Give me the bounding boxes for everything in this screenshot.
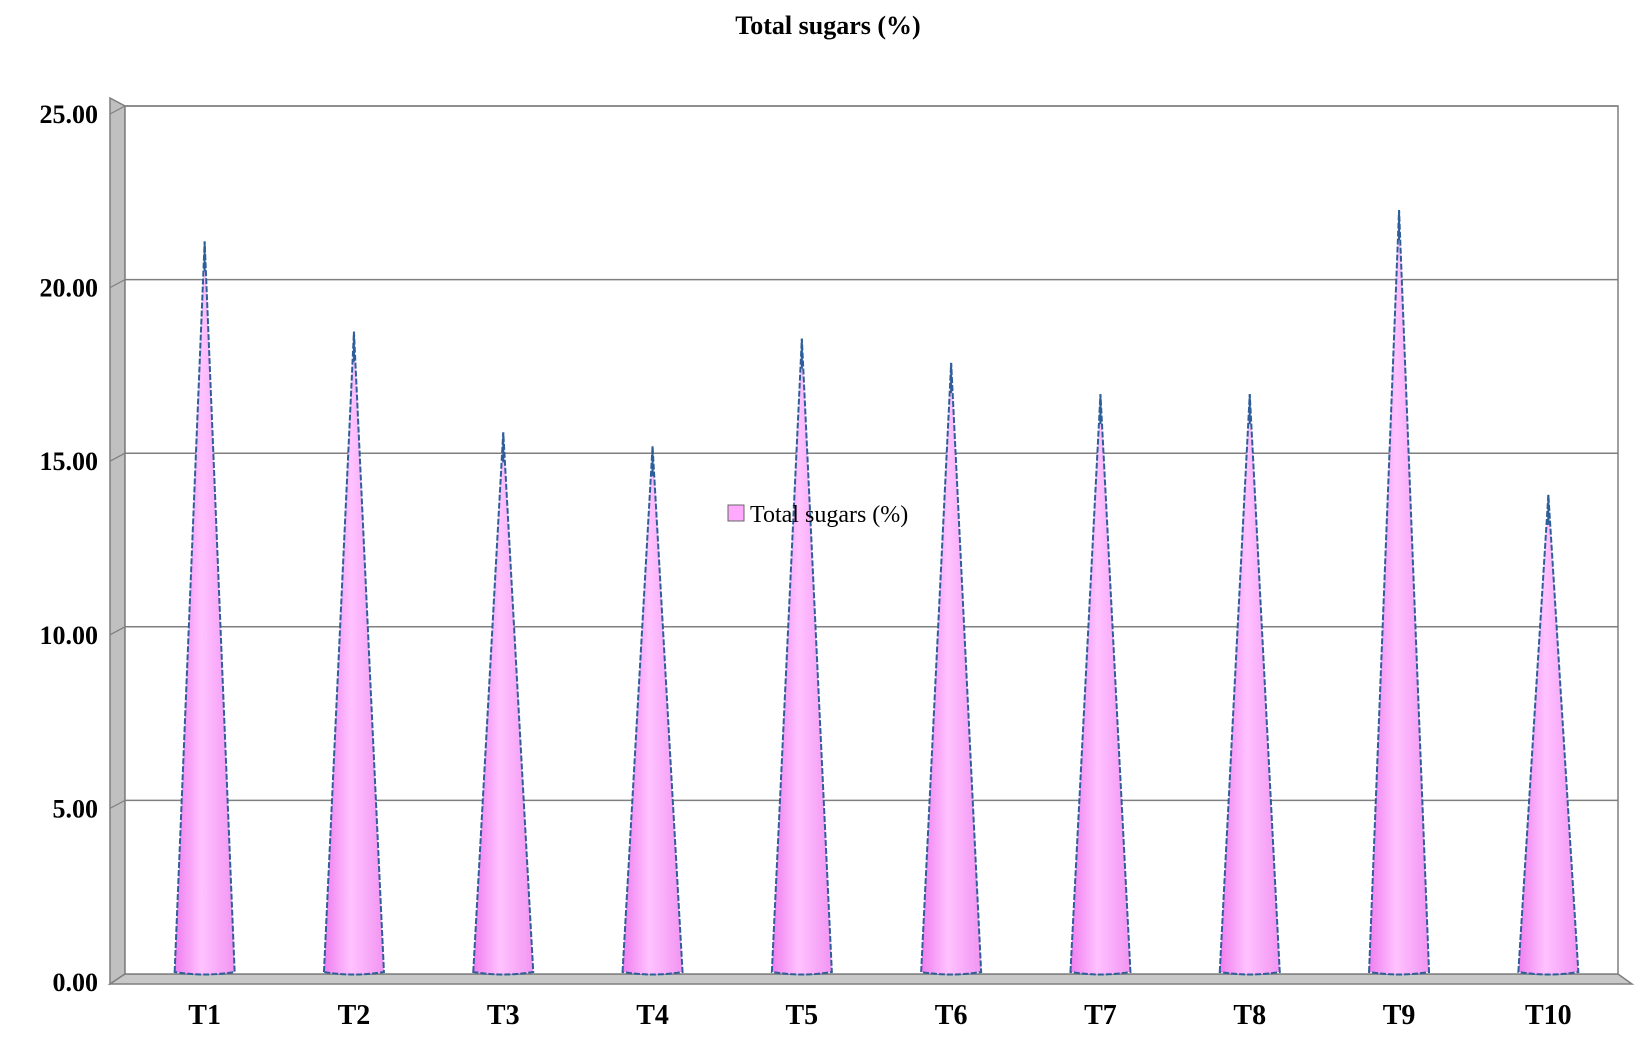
x-tick-label: T2 xyxy=(338,1000,371,1031)
plot-floor xyxy=(107,973,1635,985)
y-tick-label: 5.00 xyxy=(53,794,99,823)
x-tick-label: T7 xyxy=(1084,1000,1117,1031)
chart-title: Total sugars (%) xyxy=(735,11,920,40)
x-tick-label: T5 xyxy=(786,1000,819,1031)
bar-T9 xyxy=(1368,210,1431,976)
gridline-wall xyxy=(109,279,126,289)
gridline-wall xyxy=(109,105,126,115)
gridline-wall xyxy=(109,452,126,462)
bar-T4 xyxy=(621,446,684,976)
legend-label: Total sugars (%) xyxy=(750,502,908,528)
bar-T8 xyxy=(1218,394,1281,976)
gridline-wall xyxy=(109,799,126,809)
gridline-wall xyxy=(109,626,126,636)
x-tick-label: T10 xyxy=(1525,1000,1572,1031)
bar-T10 xyxy=(1517,494,1580,976)
bar-T6 xyxy=(920,362,983,976)
x-tick-label: T6 xyxy=(935,1000,968,1031)
x-tick-label: T8 xyxy=(1233,1000,1266,1031)
legend-swatch xyxy=(727,504,745,522)
legend: Total sugars (%) xyxy=(727,502,908,528)
bar-T7 xyxy=(1069,394,1132,976)
bar-T1 xyxy=(173,241,236,976)
bar-T5 xyxy=(770,338,833,976)
x-tick-label: T4 xyxy=(636,1000,669,1031)
side-wall xyxy=(109,96,126,986)
bar-T2 xyxy=(322,331,385,976)
x-tick-label: T9 xyxy=(1383,1000,1416,1031)
y-tick-label: 15.00 xyxy=(40,447,99,476)
x-tick-label: T1 xyxy=(188,1000,221,1031)
bar-T3 xyxy=(472,432,535,976)
x-tick-label: T3 xyxy=(487,1000,520,1031)
y-tick-label: 25.00 xyxy=(40,100,99,129)
y-tick-label: 10.00 xyxy=(40,621,99,650)
y-tick-label: 0.00 xyxy=(53,968,99,997)
y-tick-label: 20.00 xyxy=(40,274,99,303)
